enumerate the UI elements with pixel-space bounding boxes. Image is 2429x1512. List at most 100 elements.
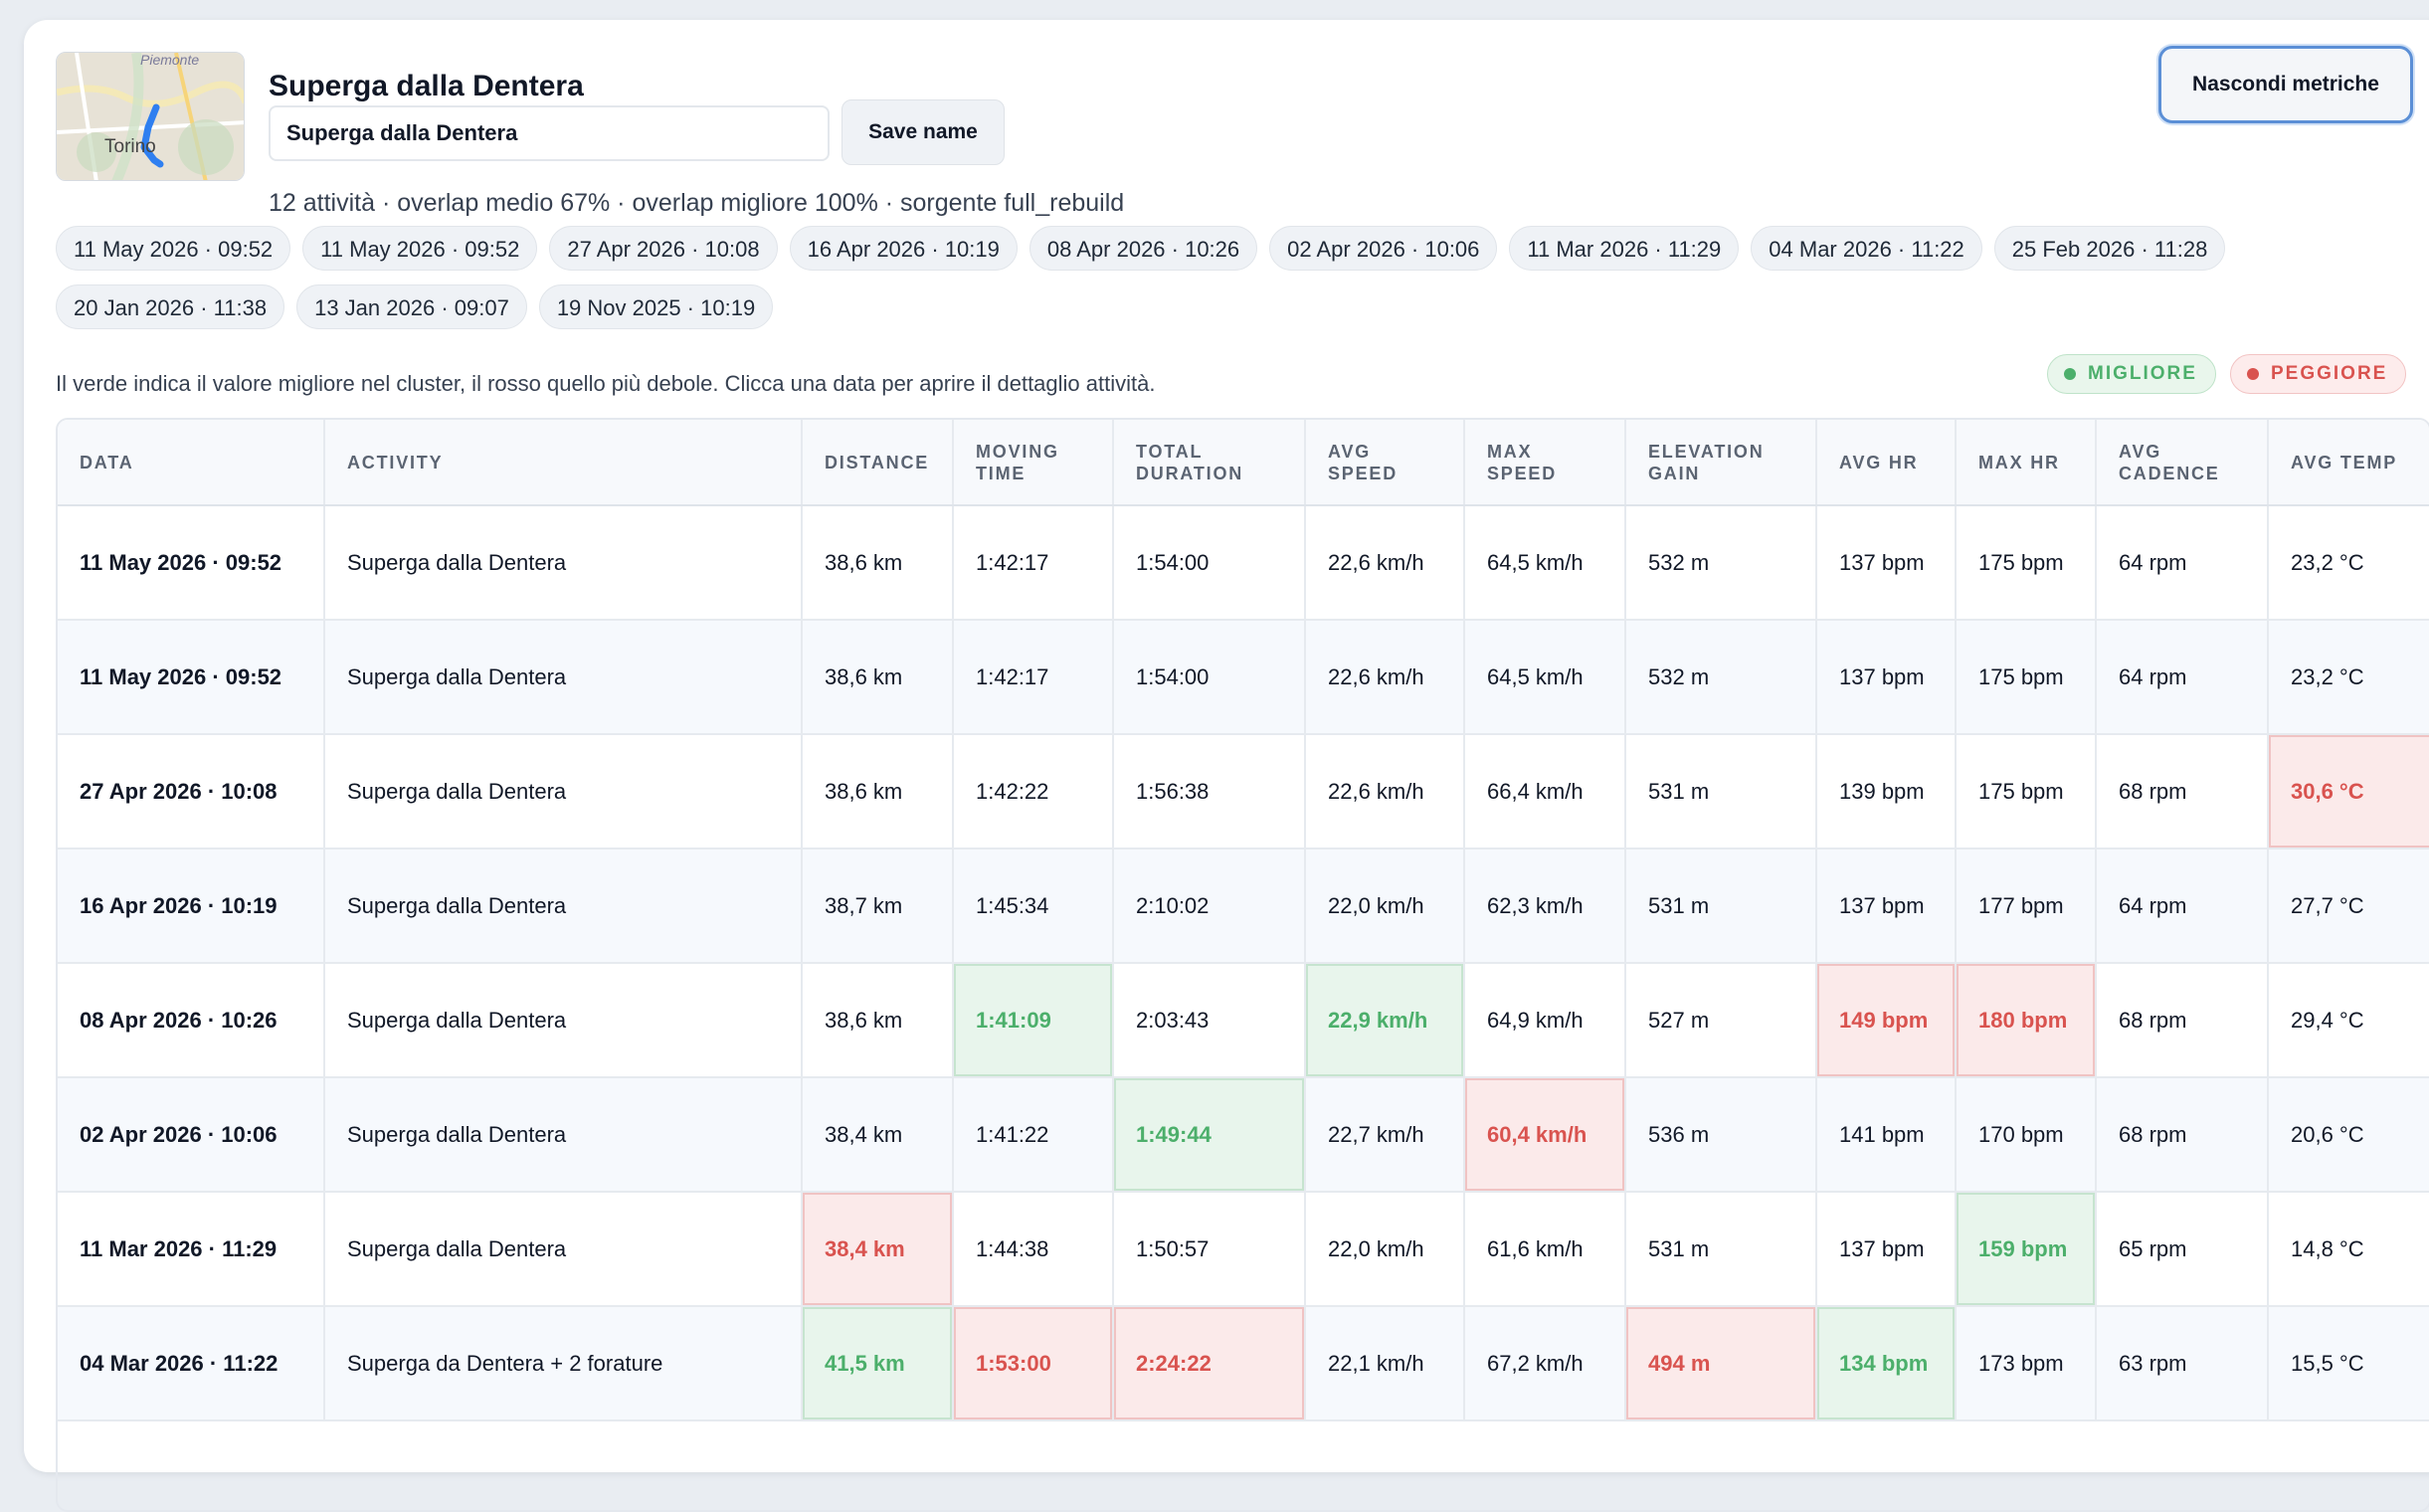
activity-name-cell: Superga dalla Dentera <box>324 849 803 964</box>
metric-cell: 22,0 km/h <box>1305 849 1465 964</box>
route-summary: 12 attività · overlap medio 67% · overla… <box>269 189 1125 217</box>
date-chip[interactable]: 19 Nov 2025 · 10:19 <box>538 284 774 329</box>
column-header[interactable]: AVG HR <box>1816 420 1957 506</box>
column-header[interactable]: ELEVATION GAIN <box>1625 420 1817 506</box>
activity-date-link[interactable]: 11 May 2026 · 09:52 <box>58 505 325 621</box>
route-name-input[interactable] <box>269 105 830 161</box>
save-name-button[interactable]: Save name <box>841 99 1005 165</box>
date-chip[interactable]: 11 Mar 2026 · 11:29 <box>1509 226 1740 271</box>
metric-cell: 1:42:17 <box>953 505 1114 621</box>
date-chip[interactable]: 11 May 2026 · 09:52 <box>56 226 291 271</box>
date-chip[interactable]: 04 Mar 2026 · 11:22 <box>1751 226 1982 271</box>
metric-cell: 65 rpm <box>2096 1192 2269 1307</box>
map-city-label: Torino <box>104 136 156 157</box>
activity-date-link[interactable]: 11 Mar 2026 · 11:29 <box>58 1192 325 1307</box>
table-header-row: DATA ACTIVITY DISTANCE MOVING TIME TOTAL DUR… <box>58 420 2429 506</box>
metric-cell: 67,2 km/h <box>1464 1306 1626 1421</box>
activity-date-link[interactable]: 27 Apr 2026 · 10:08 <box>58 734 325 850</box>
metrics-table: DATA ACTIVITY DISTANCE MOVING TIME TOTAL DUR… <box>58 420 2429 1421</box>
metric-cell: 1:49:44 <box>1113 1077 1306 1193</box>
activity-date-link[interactable]: 08 Apr 2026 · 10:26 <box>58 963 325 1078</box>
column-header[interactable]: AVG CADENCE <box>2096 420 2269 506</box>
metric-cell: 29,4 °C <box>2268 963 2429 1078</box>
column-header[interactable]: DATA <box>58 420 325 506</box>
metric-cell: 15,5 °C <box>2268 1306 2429 1421</box>
activity-name-cell: Superga dalla Dentera <box>324 1077 803 1193</box>
table-row: 16 Apr 2026 · 10:19 Superga dalla Dentera… <box>58 849 2429 964</box>
activity-date-link[interactable]: 02 Apr 2026 · 10:06 <box>58 1077 325 1193</box>
metric-cell: 22,6 km/h <box>1305 734 1465 850</box>
metric-cell: 68 rpm <box>2096 963 2269 1078</box>
column-header[interactable]: DISTANCE <box>802 420 954 506</box>
metric-cell: 1:54:00 <box>1113 620 1306 735</box>
table-row: 02 Apr 2026 · 10:06 Superga dalla Dentera… <box>58 1077 2429 1193</box>
column-header[interactable]: AVG SPEED <box>1305 420 1465 506</box>
metric-cell: 170 bpm <box>1956 1077 2097 1193</box>
date-chip[interactable]: 20 Jan 2026 · 11:38 <box>56 284 285 329</box>
activity-name-cell: Superga dalla Dentera <box>324 963 803 1078</box>
column-header[interactable]: TOTAL DURATION <box>1113 420 1306 506</box>
metric-cell: 14,8 °C <box>2268 1192 2429 1307</box>
metric-cell: 2:03:43 <box>1113 963 1306 1078</box>
date-chip[interactable]: 25 Feb 2026 · 11:28 <box>1993 226 2226 271</box>
metric-cell: 1:41:22 <box>953 1077 1114 1193</box>
route-card: Piemonte Torino Superga dalla Dentera Sa… <box>24 20 2429 1512</box>
activity-name-cell: Superga dalla Dentera <box>324 734 803 850</box>
date-chip[interactable]: 02 Apr 2026 · 10:06 <box>1269 226 1498 271</box>
metric-cell: 62,3 km/h <box>1464 849 1626 964</box>
table-row: 27 Apr 2026 · 10:08 Superga dalla Dentera… <box>58 734 2429 850</box>
metric-cell: 41,5 km <box>802 1306 954 1421</box>
column-header[interactable]: MOVING TIME <box>953 420 1114 506</box>
activity-name-cell: Superga dalla Dentera <box>324 1192 803 1307</box>
metric-cell: 20,6 °C <box>2268 1077 2429 1193</box>
legend-description: Il verde indica il valore migliore nel c… <box>56 371 1156 396</box>
activity-date-link[interactable]: 16 Apr 2026 · 10:19 <box>58 849 325 964</box>
metric-cell: 38,6 km <box>802 734 954 850</box>
worst-badge-label: PEGGIORE <box>2271 363 2388 384</box>
metrics-table-container[interactable]: DATA ACTIVITY DISTANCE MOVING TIME TOTAL DUR… <box>56 418 2429 1512</box>
metric-cell: 60,4 km/h <box>1464 1077 1626 1193</box>
metric-cell: 1:54:00 <box>1113 505 1306 621</box>
page-title: Superga dalla Dentera <box>269 70 584 102</box>
date-chip[interactable]: 13 Jan 2026 · 09:07 <box>296 284 527 329</box>
activity-name-cell: Superga dalla Dentera <box>324 505 803 621</box>
metric-cell: 139 bpm <box>1816 734 1957 850</box>
metric-cell: 38,4 km <box>802 1192 954 1307</box>
metric-cell: 494 m <box>1625 1306 1817 1421</box>
column-header[interactable]: MAX SPEED <box>1464 420 1626 506</box>
metric-cell: 137 bpm <box>1816 1192 1957 1307</box>
column-header[interactable]: ACTIVITY <box>324 420 803 506</box>
metric-cell: 1:45:34 <box>953 849 1114 964</box>
metric-cell: 68 rpm <box>2096 1077 2269 1193</box>
metric-cell: 61,6 km/h <box>1464 1192 1626 1307</box>
date-chip[interactable]: 11 May 2026 · 09:52 <box>302 226 538 271</box>
table-body: 11 May 2026 · 09:52 Superga dalla Dentera… <box>58 505 2429 1421</box>
metric-cell: 141 bpm <box>1816 1077 1957 1193</box>
metric-cell: 27,7 °C <box>2268 849 2429 964</box>
metric-cell: 38,4 km <box>802 1077 954 1193</box>
route-map-thumbnail[interactable]: Piemonte Torino <box>56 52 245 181</box>
column-header[interactable]: AVG TEMP <box>2268 420 2429 506</box>
metric-cell: 177 bpm <box>1956 849 2097 964</box>
column-header[interactable]: MAX HR <box>1956 420 2097 506</box>
table-row: 04 Mar 2026 · 11:22 Superga da Dentera + … <box>58 1306 2429 1421</box>
activity-date-link[interactable]: 11 May 2026 · 09:52 <box>58 620 325 735</box>
metric-cell: 527 m <box>1625 963 1817 1078</box>
metric-cell: 134 bpm <box>1816 1306 1957 1421</box>
date-chip[interactable]: 16 Apr 2026 · 10:19 <box>789 226 1018 271</box>
date-chip[interactable]: 08 Apr 2026 · 10:26 <box>1028 226 1258 271</box>
date-chip[interactable]: 27 Apr 2026 · 10:08 <box>549 226 778 271</box>
metric-cell: 38,7 km <box>802 849 954 964</box>
metric-cell: 63 rpm <box>2096 1306 2269 1421</box>
metric-cell: 1:56:38 <box>1113 734 1306 850</box>
metric-cell: 532 m <box>1625 505 1817 621</box>
best-dot-icon <box>2064 368 2076 380</box>
best-badge-label: MIGLIORE <box>2088 363 2197 384</box>
metric-cell: 159 bpm <box>1956 1192 2097 1307</box>
metric-cell: 22,1 km/h <box>1305 1306 1465 1421</box>
metric-cell: 532 m <box>1625 620 1817 735</box>
activity-date-link[interactable]: 04 Mar 2026 · 11:22 <box>58 1306 325 1421</box>
hide-metrics-button[interactable]: Nascondi metriche <box>2158 46 2413 123</box>
metric-cell: 2:10:02 <box>1113 849 1306 964</box>
metric-cell: 64,9 km/h <box>1464 963 1626 1078</box>
